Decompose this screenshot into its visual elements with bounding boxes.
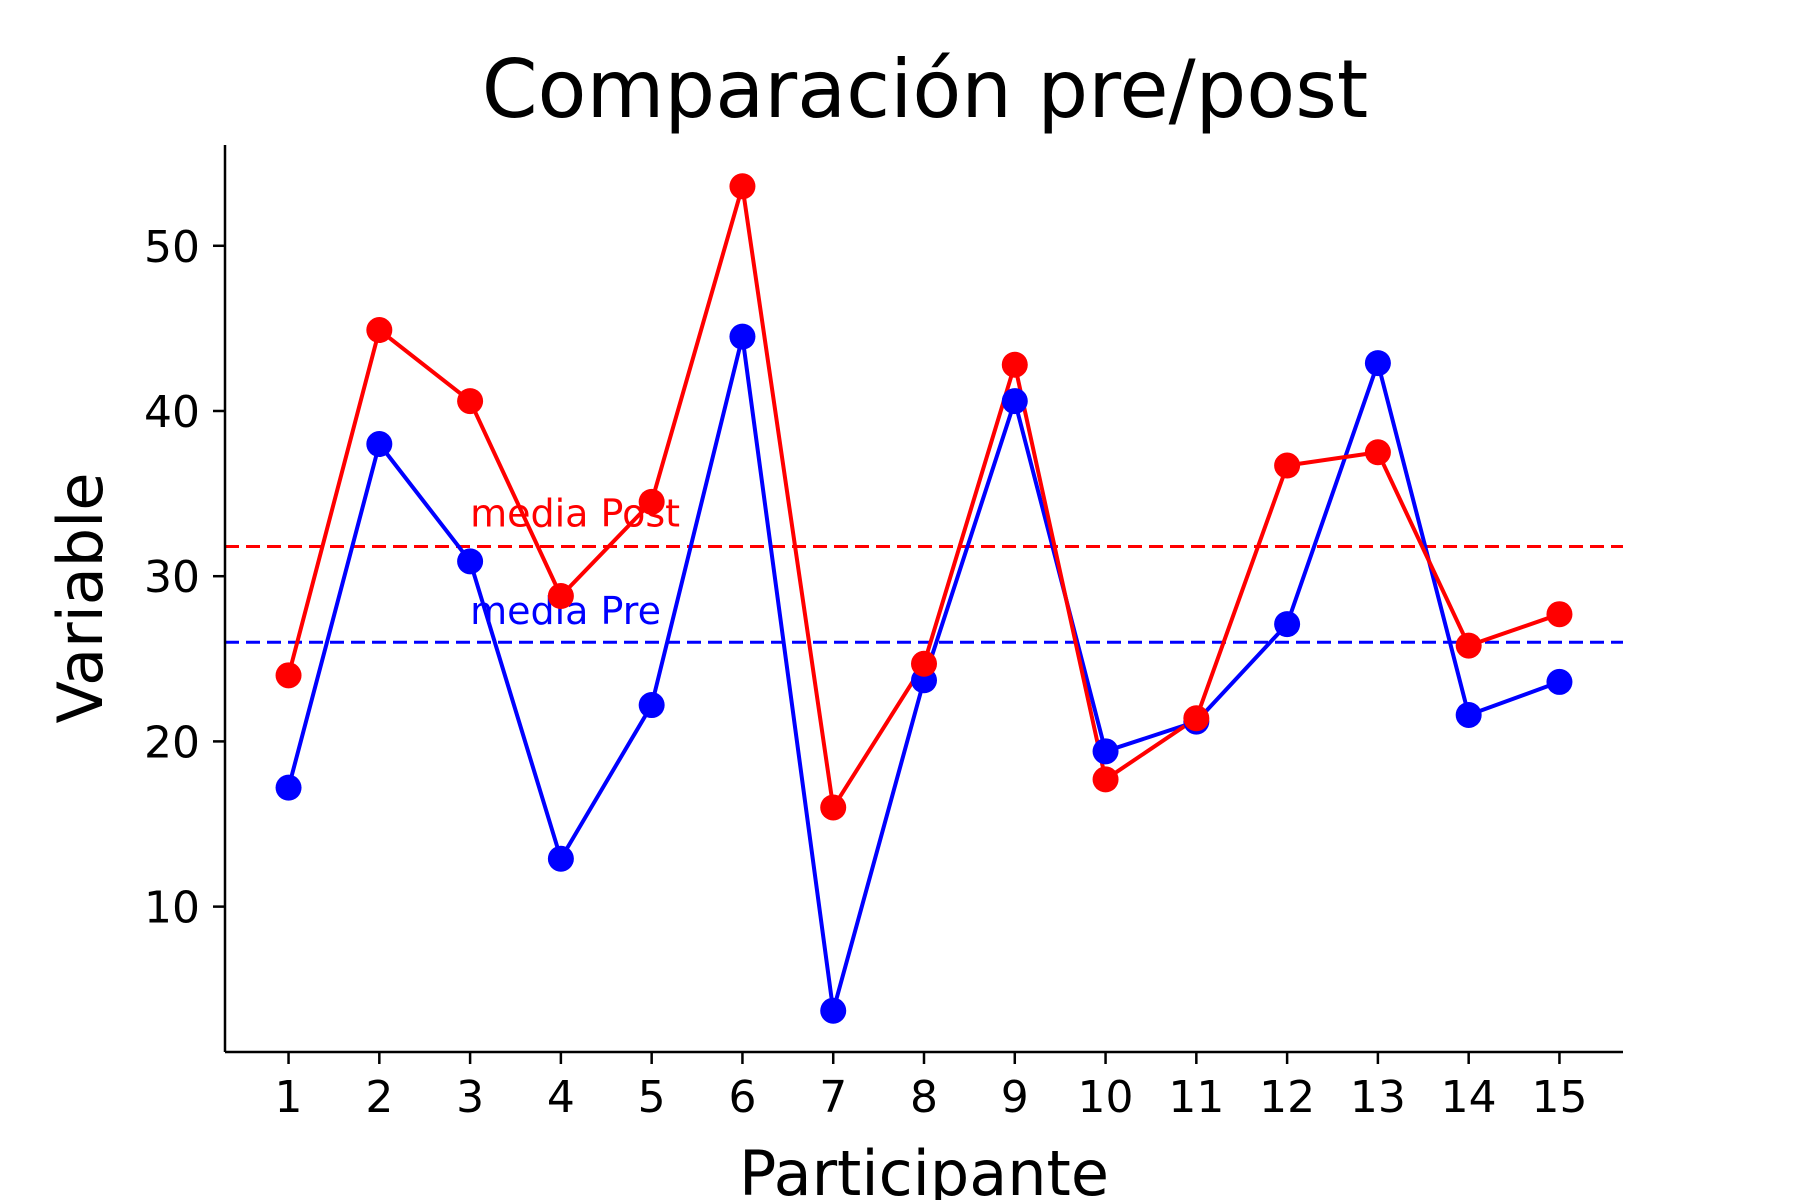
y-tick-label: 10 xyxy=(144,883,200,934)
point-post-7 xyxy=(820,794,847,821)
x-tick-label: 7 xyxy=(819,1072,847,1123)
x-tick-label: 2 xyxy=(365,1072,393,1123)
point-post-9 xyxy=(1001,351,1028,378)
y-tick-label: 40 xyxy=(144,387,200,438)
x-tick-label: 3 xyxy=(456,1072,484,1123)
point-post-12 xyxy=(1274,452,1301,479)
point-pre-2 xyxy=(366,431,393,458)
x-tick-label: 14 xyxy=(1441,1072,1497,1123)
point-post-10 xyxy=(1092,766,1119,793)
point-post-5 xyxy=(638,488,665,515)
x-tick-label: 11 xyxy=(1168,1072,1224,1123)
point-post-3 xyxy=(457,388,484,415)
point-post-15 xyxy=(1546,601,1573,628)
point-post-8 xyxy=(911,650,937,677)
point-post-6 xyxy=(729,173,756,200)
x-tick-label: 9 xyxy=(1001,1072,1029,1123)
x-tick-label: 15 xyxy=(1531,1072,1587,1123)
y-ticks: 10 20 30 40 50 xyxy=(144,222,225,934)
point-pre-15 xyxy=(1546,668,1573,695)
x-tick-label: 12 xyxy=(1259,1072,1315,1123)
point-pre-4 xyxy=(547,845,574,872)
point-pre-6 xyxy=(729,323,756,350)
y-tick-label: 20 xyxy=(144,717,200,768)
x-tick-label: 8 xyxy=(910,1072,938,1123)
x-tick-label: 1 xyxy=(275,1072,303,1123)
chart-title: Comparación pre/post xyxy=(482,43,1369,136)
x-tick-label: 6 xyxy=(728,1072,756,1123)
point-pre-14 xyxy=(1455,701,1482,728)
x-axis-label: Participante xyxy=(739,1137,1109,1200)
y-axis-label: Variable xyxy=(44,472,117,723)
x-tick-label: 10 xyxy=(1078,1072,1134,1123)
point-post-14 xyxy=(1455,632,1482,659)
point-pre-10 xyxy=(1092,738,1119,765)
point-post-11 xyxy=(1183,705,1210,732)
point-pre-9 xyxy=(1001,388,1028,415)
x-ticks: 1 2 3 4 5 6 7 8 9 10 11 12 13 14 15 xyxy=(275,1052,1587,1123)
point-pre-12 xyxy=(1274,611,1301,638)
point-post-4 xyxy=(547,583,574,610)
x-tick-label: 13 xyxy=(1350,1072,1406,1123)
point-pre-3 xyxy=(457,548,484,575)
point-pre-13 xyxy=(1364,350,1391,377)
point-pre-7 xyxy=(820,997,847,1024)
point-pre-5 xyxy=(638,692,665,719)
point-pre-1 xyxy=(275,774,302,801)
point-post-13 xyxy=(1364,439,1391,466)
x-tick-label: 4 xyxy=(547,1072,575,1123)
y-tick-label: 50 xyxy=(144,222,200,273)
point-post-1 xyxy=(275,662,302,689)
point-post-2 xyxy=(366,317,393,344)
x-tick-label: 5 xyxy=(638,1072,666,1123)
y-tick-label: 30 xyxy=(144,552,200,603)
